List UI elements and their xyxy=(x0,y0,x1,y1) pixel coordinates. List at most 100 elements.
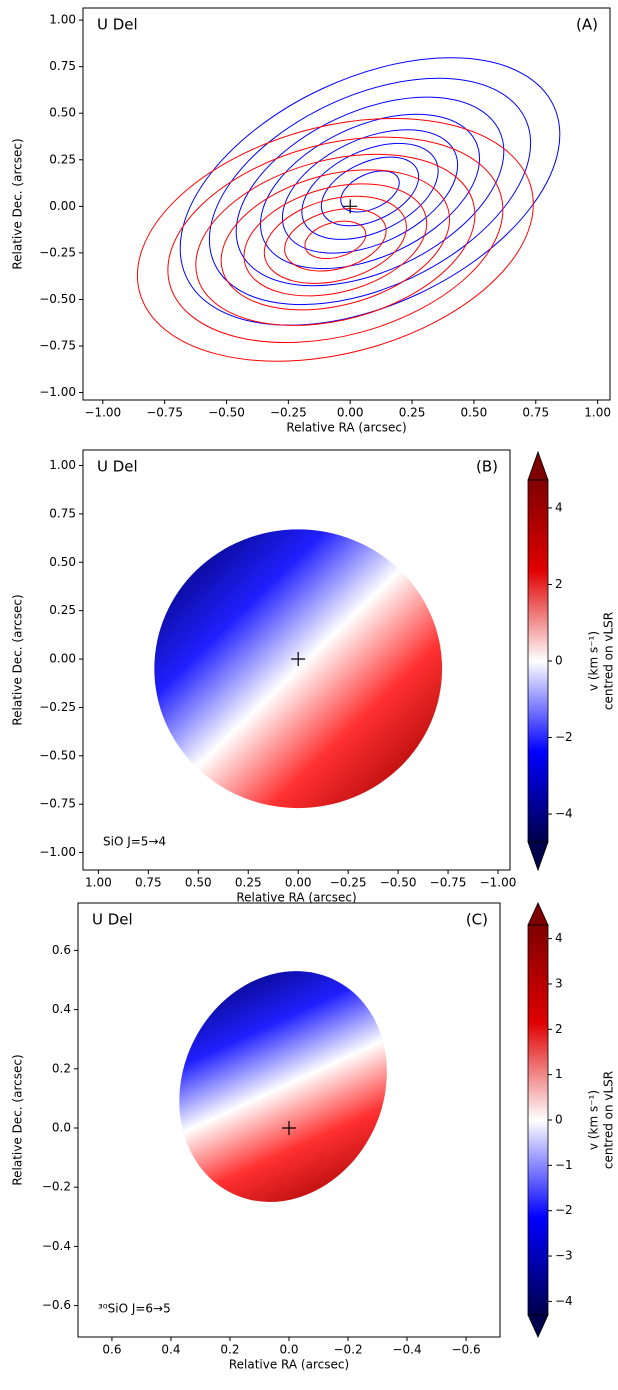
panel-title: U Del xyxy=(97,458,138,476)
colorbar-label: v (km s⁻¹) xyxy=(587,631,601,691)
x-tick-label: 0.00 xyxy=(337,406,364,420)
y-tick-label: 0.0 xyxy=(52,1120,71,1134)
centre-marker xyxy=(291,652,306,667)
x-tick-label: −1.00 xyxy=(84,406,121,420)
x-tick-label: 0.4 xyxy=(161,1343,180,1357)
colorbar-tick-label: 4 xyxy=(555,500,563,514)
x-tick-label: 0.50 xyxy=(185,876,212,890)
y-tick-label: 1.00 xyxy=(49,458,76,472)
x-tick-label: −0.50 xyxy=(380,876,417,890)
colorbar-top xyxy=(527,902,549,926)
y-tick-label: −0.50 xyxy=(39,292,76,306)
colorbar xyxy=(527,479,549,843)
y-tick-label: 0.4 xyxy=(52,1002,71,1016)
y-tick-label: 0.25 xyxy=(49,152,76,166)
y-axis-label: Relative Dec. (arcsec) xyxy=(11,594,25,725)
x-tick-label: 0.50 xyxy=(461,406,488,420)
y-tick-label: −0.2 xyxy=(42,1180,71,1194)
x-tick-label: 1.00 xyxy=(584,406,611,420)
y-tick-label: 0.50 xyxy=(49,555,76,569)
colorbar-bottom xyxy=(527,841,549,872)
y-tick-label: 0.00 xyxy=(49,199,76,213)
y-tick-label: −0.75 xyxy=(39,797,76,811)
x-axis-label: Relative RA (arcsec) xyxy=(229,1358,349,1372)
y-tick-label: −0.6 xyxy=(42,1298,71,1312)
colorbar-tick-label: 0 xyxy=(555,654,563,668)
panel-label: (C) xyxy=(466,911,488,929)
x-tick-label: −1.00 xyxy=(480,876,517,890)
x-axis-label: Relative RA (arcsec) xyxy=(236,891,356,905)
contour xyxy=(340,170,400,213)
x-tick-label: 0.00 xyxy=(285,876,312,890)
centre-marker xyxy=(343,199,358,214)
colorbar-label: centred on vLSR xyxy=(602,1071,616,1169)
contour xyxy=(195,153,476,326)
contour xyxy=(179,57,561,326)
contour xyxy=(243,183,428,297)
y-tick-label: 0.25 xyxy=(49,603,76,617)
panel-label: (A) xyxy=(576,16,598,34)
centre-marker xyxy=(282,1120,296,1135)
y-axis-label: Relative Dec. (arcsec) xyxy=(11,138,25,269)
colorbar-tick-label: 2 xyxy=(555,1022,563,1036)
colorbar-tick-label: 4 xyxy=(555,931,563,945)
y-tick-label: −0.75 xyxy=(39,338,76,352)
colorbar-tick-label: −3 xyxy=(555,1249,573,1263)
annotation: SiO J=5→4 xyxy=(103,835,166,849)
y-tick-label: −1.00 xyxy=(39,845,76,859)
x-tick-label: 0.2 xyxy=(220,1343,239,1357)
x-tick-label: −0.75 xyxy=(430,876,467,890)
x-tick-label: 0.25 xyxy=(399,406,426,420)
x-tick-label: −0.2 xyxy=(333,1343,362,1357)
y-tick-label: 0.2 xyxy=(52,1061,71,1075)
y-axis-label: Relative Dec. (arcsec) xyxy=(11,1054,25,1185)
velocity-field xyxy=(154,529,443,809)
axes-frame xyxy=(82,449,511,871)
y-tick-label: 0.75 xyxy=(49,59,76,73)
x-tick-label: −0.25 xyxy=(330,876,367,890)
y-tick-label: −0.25 xyxy=(39,700,76,714)
colorbar-tick-label: 2 xyxy=(555,577,563,591)
annotation: ³⁰SiO J=6→5 xyxy=(98,1302,171,1316)
y-tick-label: 0.6 xyxy=(52,943,71,957)
y-tick-label: −0.4 xyxy=(42,1239,71,1253)
colorbar-tick-label: −4 xyxy=(555,1294,573,1308)
x-tick-label: −0.50 xyxy=(208,406,245,420)
colorbar-label: v (km s⁻¹) xyxy=(587,1090,601,1150)
contour xyxy=(281,129,459,254)
contour xyxy=(235,96,505,287)
velocity-field xyxy=(179,971,387,1202)
colorbar xyxy=(527,924,549,1316)
y-tick-label: 0.00 xyxy=(49,652,76,666)
colorbar-bottom xyxy=(527,1314,549,1338)
x-tick-label: 0.75 xyxy=(522,406,549,420)
contour xyxy=(220,169,451,311)
x-tick-label: 0.75 xyxy=(135,876,162,890)
panel-title: U Del xyxy=(92,911,133,929)
panel-label: (B) xyxy=(476,458,498,476)
x-tick-label: 0.25 xyxy=(235,876,262,890)
colorbar-tick-label: 3 xyxy=(555,976,563,990)
plot-area xyxy=(179,971,387,1202)
colorbar-tick-label: 1 xyxy=(555,1067,563,1081)
contour xyxy=(263,195,407,284)
plot-area xyxy=(154,529,443,809)
y-tick-label: 0.75 xyxy=(49,506,76,520)
colorbar-label: centred on vLSR xyxy=(602,612,616,710)
colorbar-tick-label: −2 xyxy=(555,730,573,744)
y-tick-label: 1.00 xyxy=(49,13,76,27)
y-tick-label: −1.00 xyxy=(39,385,76,399)
x-tick-label: −0.75 xyxy=(146,406,183,420)
colorbar-tick-label: −4 xyxy=(555,807,573,821)
panel-title: U Del xyxy=(97,16,138,34)
contour xyxy=(284,208,387,272)
contour xyxy=(208,77,532,306)
y-tick-label: −0.25 xyxy=(39,245,76,259)
plot-area xyxy=(136,57,561,362)
x-tick-label: 0.0 xyxy=(279,1343,298,1357)
contour xyxy=(136,117,534,362)
colorbar-top xyxy=(527,450,549,481)
x-tick-label: −0.4 xyxy=(392,1343,421,1357)
contour xyxy=(304,220,367,260)
